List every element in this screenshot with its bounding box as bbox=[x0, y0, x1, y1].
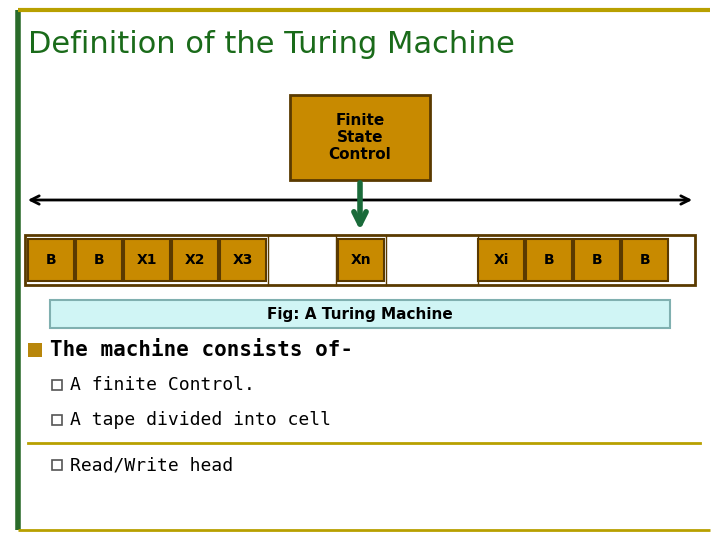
Text: B: B bbox=[639, 253, 650, 267]
Bar bbox=[28, 239, 74, 281]
Text: X1: X1 bbox=[137, 253, 157, 267]
Bar bbox=[220, 239, 266, 281]
Bar bbox=[338, 239, 384, 281]
Text: Read/Write head: Read/Write head bbox=[70, 456, 233, 474]
Bar bbox=[52, 380, 62, 390]
Text: The machine consists of-: The machine consists of- bbox=[50, 340, 353, 360]
Text: Definition of the Turing Machine: Definition of the Turing Machine bbox=[28, 30, 515, 59]
Bar bbox=[526, 239, 572, 281]
Bar bbox=[290, 95, 430, 180]
Text: Fig: A Turing Machine: Fig: A Turing Machine bbox=[267, 307, 453, 321]
Bar bbox=[622, 239, 668, 281]
Bar bbox=[124, 239, 170, 281]
Text: X2: X2 bbox=[185, 253, 205, 267]
Bar bbox=[574, 239, 620, 281]
Bar bbox=[52, 415, 62, 425]
Text: Xi: Xi bbox=[493, 253, 509, 267]
Bar bbox=[25, 235, 695, 285]
Bar bbox=[50, 300, 670, 328]
Text: B: B bbox=[94, 253, 104, 267]
Text: A finite Control.: A finite Control. bbox=[70, 376, 255, 394]
Text: B: B bbox=[544, 253, 554, 267]
Text: Xn: Xn bbox=[351, 253, 372, 267]
Text: B: B bbox=[45, 253, 56, 267]
Bar bbox=[76, 239, 122, 281]
Bar bbox=[172, 239, 218, 281]
Bar bbox=[28, 343, 42, 357]
Text: A tape divided into cell: A tape divided into cell bbox=[70, 411, 331, 429]
Text: Finite
State
Control: Finite State Control bbox=[328, 113, 392, 163]
Bar bbox=[478, 239, 524, 281]
Text: B: B bbox=[592, 253, 603, 267]
Bar bbox=[52, 460, 62, 470]
Text: X3: X3 bbox=[233, 253, 253, 267]
